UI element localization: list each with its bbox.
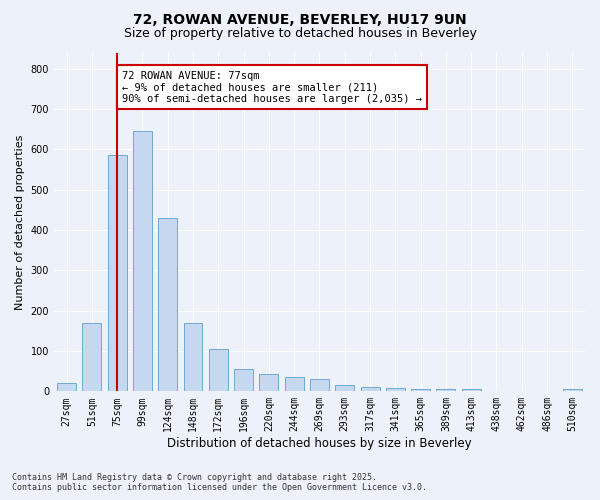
Bar bbox=[209, 349, 228, 392]
Bar bbox=[563, 390, 582, 392]
Bar bbox=[259, 374, 278, 392]
Bar bbox=[107, 156, 127, 392]
Bar bbox=[310, 379, 329, 392]
Text: 72 ROWAN AVENUE: 77sqm
← 9% of detached houses are smaller (211)
90% of semi-det: 72 ROWAN AVENUE: 77sqm ← 9% of detached … bbox=[122, 70, 422, 104]
Text: Contains HM Land Registry data © Crown copyright and database right 2025.
Contai: Contains HM Land Registry data © Crown c… bbox=[12, 473, 427, 492]
X-axis label: Distribution of detached houses by size in Beverley: Distribution of detached houses by size … bbox=[167, 437, 472, 450]
Bar bbox=[335, 386, 354, 392]
Bar bbox=[361, 388, 380, 392]
Bar bbox=[57, 384, 76, 392]
Y-axis label: Number of detached properties: Number of detached properties bbox=[15, 134, 25, 310]
Bar bbox=[184, 323, 202, 392]
Bar bbox=[158, 218, 177, 392]
Text: Size of property relative to detached houses in Beverley: Size of property relative to detached ho… bbox=[124, 28, 476, 40]
Bar bbox=[386, 388, 405, 392]
Bar bbox=[411, 388, 430, 392]
Bar bbox=[234, 369, 253, 392]
Bar bbox=[436, 390, 455, 392]
Bar bbox=[284, 377, 304, 392]
Bar bbox=[82, 323, 101, 392]
Bar bbox=[462, 390, 481, 392]
Text: 72, ROWAN AVENUE, BEVERLEY, HU17 9UN: 72, ROWAN AVENUE, BEVERLEY, HU17 9UN bbox=[133, 12, 467, 26]
Bar bbox=[133, 131, 152, 392]
